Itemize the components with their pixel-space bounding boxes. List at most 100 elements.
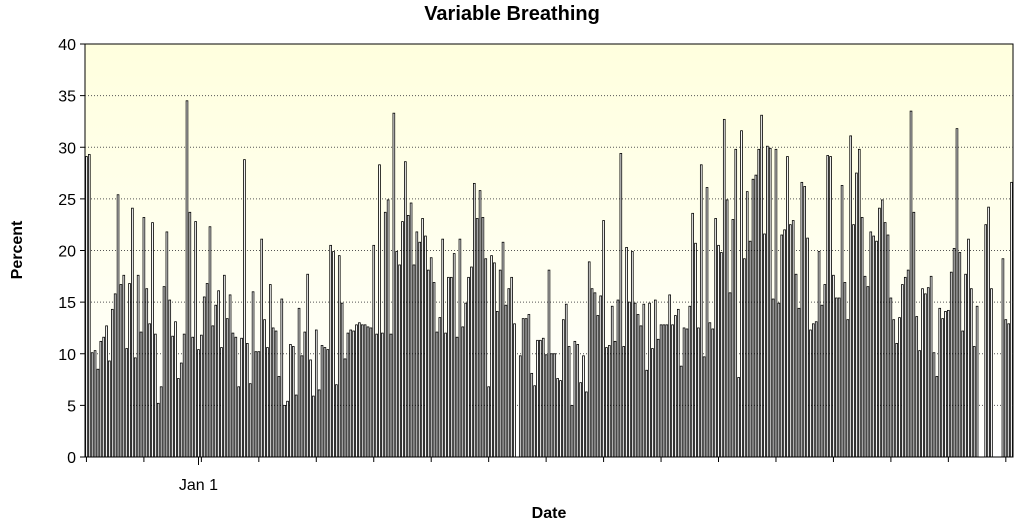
bar [234,336,238,458]
bar [208,226,212,458]
bar [972,346,976,458]
bar [722,118,726,458]
bar [685,328,689,458]
bar [740,130,743,458]
bar [99,340,103,458]
bar [274,330,278,458]
bar [168,299,172,458]
bar [404,161,407,458]
bar [1010,181,1013,458]
bar [593,292,597,458]
bar [955,128,959,458]
bar [458,238,462,458]
bar [136,274,140,458]
bar [751,178,755,458]
bar [119,284,123,458]
x-tick-label: Jan 1 [179,477,218,494]
bar [156,402,160,458]
bar [495,311,499,458]
bar [576,344,580,458]
bar [148,323,151,458]
bar [651,348,654,458]
bar [231,332,235,458]
bar [596,315,600,458]
bar [194,221,197,458]
bar [363,324,367,458]
bar [197,349,200,458]
bar [671,324,674,458]
bar [424,235,427,458]
bar [642,303,646,458]
bar [556,378,559,458]
bar [429,257,433,458]
bar [665,324,669,458]
bar [610,305,614,458]
bar [237,386,241,458]
bar [395,251,399,458]
bar [812,323,815,458]
bar [938,307,942,458]
bar [116,194,120,458]
bar [392,112,396,458]
bar [645,369,648,458]
bar [518,355,522,458]
bar [349,329,353,458]
bar [711,328,715,458]
bar [777,302,781,458]
bar [343,358,347,458]
bar [139,331,143,458]
bar [90,352,94,458]
bar [220,347,223,458]
bar [174,321,177,458]
bar [223,274,226,458]
bar [748,240,752,458]
bar [791,220,795,458]
bar [358,322,361,458]
bar [455,336,459,458]
bar [918,350,921,458]
bar [111,308,114,458]
bar [527,314,531,458]
bar [720,252,723,458]
bar [432,282,436,458]
bar [809,329,812,458]
bar [88,154,91,458]
bar [452,253,456,458]
bar [438,317,442,458]
y-tick-label: 0 [67,450,76,467]
bar [421,218,424,458]
bar [260,238,263,458]
bar [800,181,804,458]
bar [360,324,364,458]
bar [654,299,657,458]
bar [292,346,295,458]
bar [757,148,761,458]
bar [889,297,893,458]
bar [484,258,488,458]
bar [464,302,467,458]
bar [133,357,137,458]
bar [550,353,554,458]
bar [177,378,180,458]
bar [300,355,304,458]
bar [734,148,738,458]
bar [372,244,376,458]
bar [243,159,246,458]
bar [490,255,493,458]
bar [131,207,134,458]
bar [579,382,582,458]
bar [251,291,255,458]
bar [763,233,766,458]
bar [378,164,381,458]
bar [582,355,585,458]
bar [521,318,525,458]
bar [151,222,154,458]
bar [409,202,413,458]
bar [682,327,686,458]
bar [188,211,192,458]
bar [625,246,628,458]
bar [283,404,286,458]
bar [975,305,979,458]
bar [766,145,769,458]
bar [677,308,680,458]
